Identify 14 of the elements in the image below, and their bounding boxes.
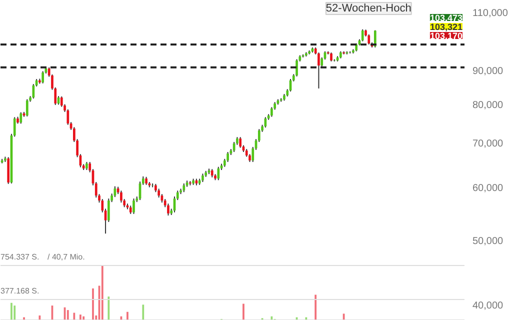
- y-tick-label: 90,000: [472, 66, 504, 78]
- y-tick-label: 50,000: [472, 236, 504, 247]
- annotation: 103,321: [430, 22, 463, 32]
- y-tick-label: 80,000: [472, 100, 504, 112]
- annotation: 103,170: [430, 31, 463, 41]
- y2-tick-label: 377.168 S.: [0, 286, 40, 296]
- y-tick-label: 70,000: [472, 138, 504, 150]
- y-tick-label: 40,000: [472, 300, 504, 312]
- annotation: 103,473: [430, 13, 463, 23]
- y-tick-label: 60,000: [472, 183, 504, 194]
- y2-tick-label: 754.337 S.: [0, 252, 40, 262]
- y-tick-label: 110,000: [472, 8, 508, 20]
- annotation: / 40,7 Mio.: [48, 252, 85, 262]
- ref-line-label: 52-Wochen-Hoch: [326, 2, 412, 14]
